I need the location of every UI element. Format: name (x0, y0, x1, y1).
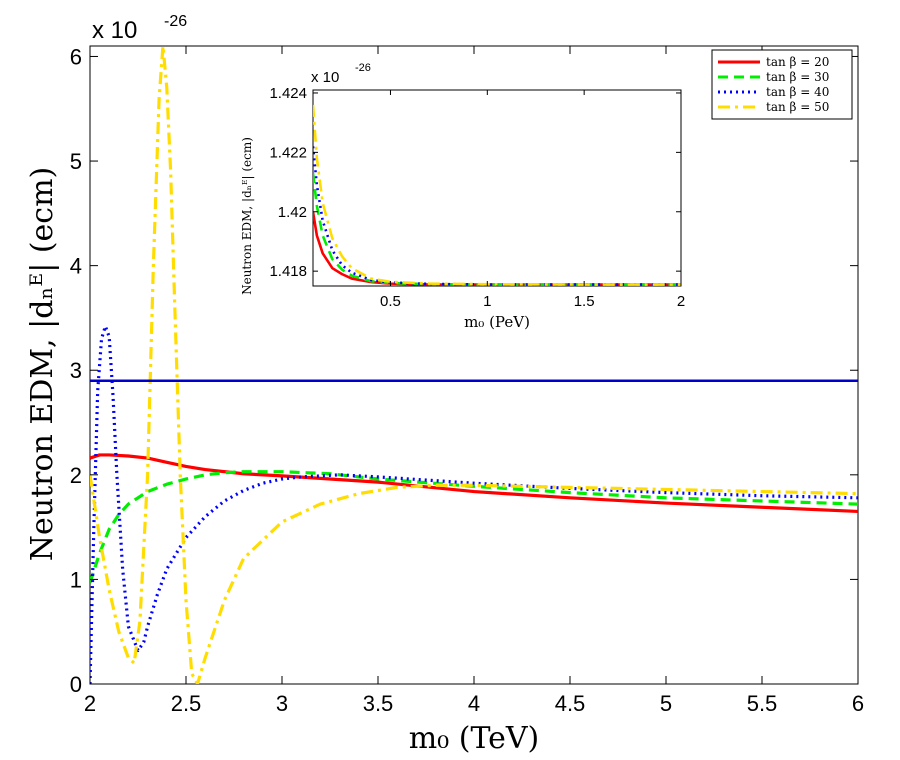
y-tick-label: 1.424 (269, 85, 307, 102)
x-tick-label: 3.5 (363, 691, 394, 716)
x-tick-label: 2 (677, 293, 685, 310)
x-tick-label: 1 (483, 293, 491, 310)
legend-label: tan β = 40 (766, 85, 829, 99)
main-ticks-group: 2 2.5 3 3.5 4 4.5 5 5.5 6 0 1 2 3 4 5 6 (70, 44, 864, 716)
x-tick-label: 2 (84, 691, 96, 716)
legend-label: tan β = 50 (766, 100, 829, 114)
main-x-axis-title: m₀ (TeV) (409, 721, 540, 756)
series-line-1 (90, 470, 858, 584)
main-y-exponent-power: -26 (164, 13, 187, 30)
main-y-axis-title: Neutron EDM, |dₙᴱ| (ecm) (25, 167, 60, 562)
main-series-group (90, 46, 858, 684)
x-tick-label: 4.5 (555, 691, 586, 716)
legend-label: tan β = 30 (766, 70, 829, 84)
x-tick-label: 3 (276, 691, 288, 716)
y-tick-label: 1.42 (278, 204, 307, 221)
x-tick-label: 2.5 (171, 691, 202, 716)
inset-x-axis-title: m₀ (PeV) (464, 313, 530, 331)
series-line-0 (90, 453, 858, 514)
y-tick-label: 1.422 (269, 144, 307, 161)
inset-y-axis-title: Neutron EDM, |dₙᴱ| (ecm) (240, 137, 254, 295)
x-tick-label: 5 (660, 691, 672, 716)
y-tick-label: 3 (70, 358, 82, 383)
y-tick-label: 0 (70, 672, 82, 697)
y-tick-label: 4 (70, 254, 82, 279)
x-tick-label: 0.5 (380, 293, 401, 310)
x-tick-label: 5.5 (747, 691, 778, 716)
x-tick-label: 6 (852, 691, 864, 716)
y-tick-label: 2 (70, 463, 82, 488)
y-tick-label: 1 (70, 567, 82, 592)
y-tick-label: 1.418 (269, 263, 307, 280)
inset-plot-area (312, 89, 682, 287)
series-line-2 (90, 324, 858, 684)
main-y-exponent: x 10 (92, 17, 137, 44)
inset-ticks-group: 0.5 1 1.5 2 1.418 1.42 1.422 1.424 (269, 85, 685, 310)
inset-series-group (313, 104, 681, 286)
series-line-3 (90, 46, 858, 684)
inset-y-exponent-power: -26 (355, 62, 371, 74)
x-tick-label: 1.5 (574, 293, 595, 310)
series-line-3-inset (313, 104, 681, 286)
inset-y-exponent: x 10 (311, 69, 339, 86)
legend-label: tan β = 20 (766, 55, 829, 69)
y-tick-label: 5 (70, 149, 82, 174)
y-tick-label: 6 (70, 44, 82, 69)
x-tick-label: 4 (468, 691, 480, 716)
